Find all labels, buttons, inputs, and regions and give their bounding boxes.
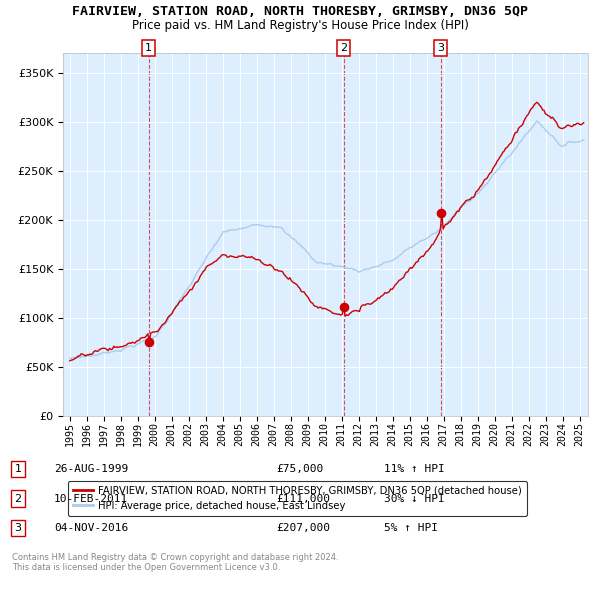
Text: Contains HM Land Registry data © Crown copyright and database right 2024.: Contains HM Land Registry data © Crown c… [12,553,338,562]
Point [339,303,349,312]
Text: 11% ↑ HPI: 11% ↑ HPI [384,464,445,474]
Text: 2: 2 [14,494,22,503]
Text: 5% ↑ HPI: 5% ↑ HPI [384,523,438,533]
Text: 04-NOV-2016: 04-NOV-2016 [54,523,128,533]
Text: 1: 1 [145,43,152,53]
Text: £75,000: £75,000 [276,464,323,474]
Text: 2: 2 [340,43,347,53]
Text: £111,000: £111,000 [276,494,330,503]
Point [436,208,446,218]
Text: 26-AUG-1999: 26-AUG-1999 [54,464,128,474]
Text: £207,000: £207,000 [276,523,330,533]
Point [144,337,154,347]
Text: Price paid vs. HM Land Registry's House Price Index (HPI): Price paid vs. HM Land Registry's House … [131,19,469,32]
Text: 1: 1 [14,464,22,474]
Text: 3: 3 [14,523,22,533]
Text: 3: 3 [437,43,445,53]
Text: 10-FEB-2011: 10-FEB-2011 [54,494,128,503]
Text: 30% ↓ HPI: 30% ↓ HPI [384,494,445,503]
Legend: FAIRVIEW, STATION ROAD, NORTH THORESBY, GRIMSBY, DN36 5QP (detached house), HPI:: FAIRVIEW, STATION ROAD, NORTH THORESBY, … [68,481,527,516]
Text: FAIRVIEW, STATION ROAD, NORTH THORESBY, GRIMSBY, DN36 5QP: FAIRVIEW, STATION ROAD, NORTH THORESBY, … [72,5,528,18]
Text: This data is licensed under the Open Government Licence v3.0.: This data is licensed under the Open Gov… [12,563,280,572]
